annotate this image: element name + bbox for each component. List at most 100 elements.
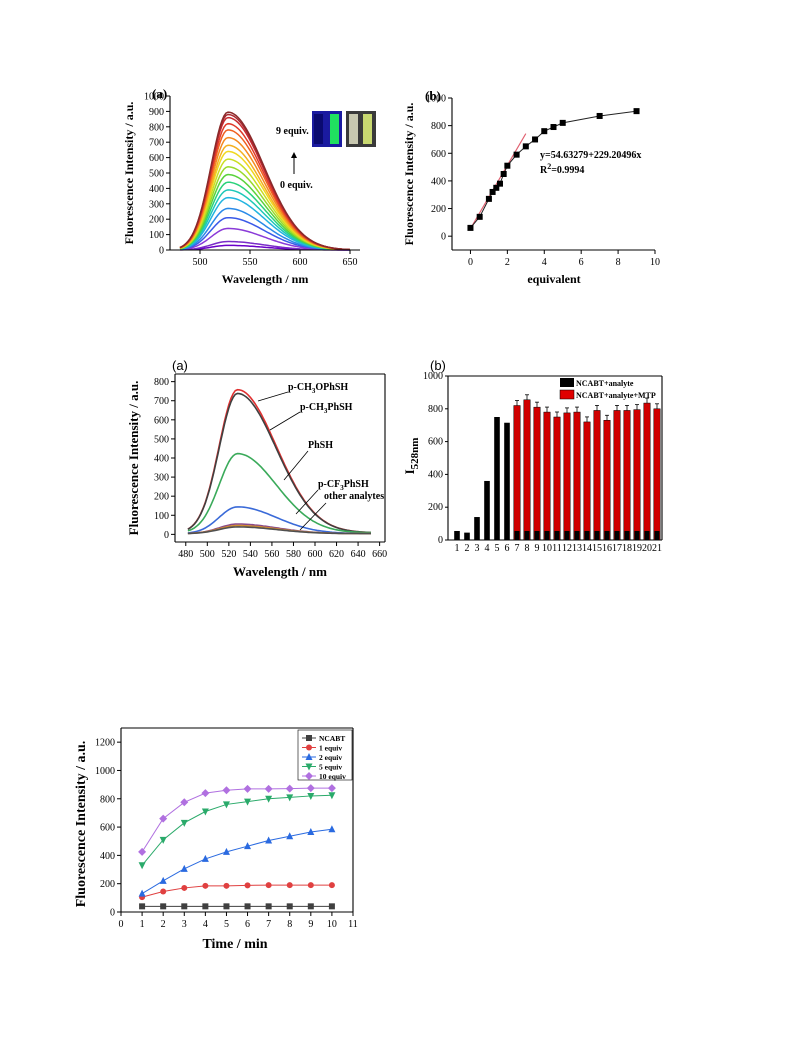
point-1-equiv-8 xyxy=(286,882,293,889)
fit-equation: y=54.63279+229.20496x xyxy=(540,150,641,161)
x-tick-1b-10: 10 xyxy=(650,257,660,268)
x-tick-2a-600: 600 xyxy=(308,549,323,560)
x-tick-1b-0: 0 xyxy=(468,257,473,268)
y-tick-1b-800: 800 xyxy=(431,121,446,132)
legend-entry-2-equiv: 2 equiv xyxy=(319,753,342,762)
x-tick-2a-540: 540 xyxy=(243,549,258,560)
annotation-9-equiv: 9 equiv. xyxy=(276,126,309,137)
line-2-equiv xyxy=(141,828,332,895)
x-tick-2b-9: 9 xyxy=(535,543,540,554)
series-label-p-ch3phsh: p-CH3PhSH xyxy=(269,402,353,431)
point-10-equiv-10 xyxy=(327,784,336,793)
spectrum-series-7 xyxy=(187,526,371,535)
y-tick-2b-0: 0 xyxy=(438,535,443,546)
panel-label-2a: (a) xyxy=(172,358,188,373)
point-ncabt-2 xyxy=(160,903,167,910)
y-tick-2a-700: 700 xyxy=(154,396,169,407)
point-1-equiv-10 xyxy=(328,882,335,889)
bar-mtp-7 xyxy=(513,405,521,541)
bar-mtp-12 xyxy=(563,412,571,541)
y-tick-1a-600: 600 xyxy=(149,153,164,164)
chart-fig2b: (b) 1 2 3 4 5 6 7 8 9 10 11 12 13 14 15 16 17 18 19 20 21 02… xyxy=(402,358,663,554)
y-tick-1a-100: 100 xyxy=(149,230,164,241)
spectrum-phsh xyxy=(187,452,371,534)
x-tick-2b-5: 5 xyxy=(495,543,500,554)
point-5-equiv-3 xyxy=(180,819,188,827)
point-1-equiv-5 xyxy=(223,882,230,889)
panel-label-2b: (b) xyxy=(430,358,446,373)
y-tick-3-1200: 1200 xyxy=(95,738,115,749)
data-point-11 xyxy=(532,136,539,143)
legend-entry-10-equiv: 10 equiv xyxy=(319,772,346,781)
x-tick-3-4: 4 xyxy=(203,919,208,930)
point-5-equiv-2 xyxy=(159,836,167,844)
x-tick-2b-15: 15 xyxy=(592,543,602,554)
chart-fig2a: (a) 480 500 520 540 560 580 600 620 640 660 0 100 2… xyxy=(126,358,387,579)
y-tick-1b-400: 400 xyxy=(431,176,446,187)
x-tick-2a-640: 640 xyxy=(351,549,366,560)
y-tick-3-800: 800 xyxy=(100,794,115,805)
x-tick-2b-16: 16 xyxy=(602,543,612,554)
x-tick-2a-620: 620 xyxy=(329,549,344,560)
bar-analyte-1 xyxy=(454,530,460,540)
bar-mtp-11 xyxy=(553,416,561,541)
y-tick-1a-400: 400 xyxy=(149,184,164,195)
data-point-12 xyxy=(541,128,548,135)
bar-analyte-16 xyxy=(604,530,610,540)
point-ncabt-1 xyxy=(139,903,146,910)
bar-analyte-13 xyxy=(574,530,580,540)
panel-label-1a: (a) xyxy=(152,86,167,101)
point-10-equiv-9 xyxy=(306,784,315,793)
chart-fig1b: (b) 0 2 4 6 8 10 0 200 400 600 800 1000 y=54.63279… xyxy=(402,88,660,286)
y-tick-3-1000: 1000 xyxy=(95,766,115,777)
x-tick-2b-10: 10 xyxy=(542,543,552,554)
bar-analyte-2 xyxy=(464,532,470,540)
y-tick-2a-400: 400 xyxy=(154,454,169,465)
spectra-curves xyxy=(179,111,351,251)
svg-text:PhSH: PhSH xyxy=(308,440,333,451)
x-tick-3-1: 1 xyxy=(140,919,145,930)
y-tick-3-400: 400 xyxy=(100,851,115,862)
legend-entry-ncabt-analyte: NCABT+analyte xyxy=(576,379,634,388)
point-ncabt-3 xyxy=(181,903,188,910)
x-tick-2b-19: 19 xyxy=(632,543,642,554)
bar-mtp-18 xyxy=(623,410,631,541)
bar-analyte-17 xyxy=(614,530,620,540)
point-1-equiv-4 xyxy=(202,882,209,889)
point-ncabt-9 xyxy=(307,903,314,910)
point-2-equiv-7 xyxy=(265,836,273,844)
point-10-equiv-8 xyxy=(285,784,294,793)
bar-analyte-9 xyxy=(534,530,540,540)
x-tick-1b-2: 2 xyxy=(505,257,510,268)
point-1-equiv-9 xyxy=(307,882,314,889)
bar-analyte-19 xyxy=(634,530,640,540)
point-5-equiv-5 xyxy=(222,801,230,809)
y-tick-3-600: 600 xyxy=(100,823,115,834)
y-tick-2a-800: 800 xyxy=(154,377,169,388)
bar-mtp-10 xyxy=(543,411,551,541)
bar-mtp-17 xyxy=(613,410,621,541)
bar-analyte-3 xyxy=(474,517,480,540)
data-point-9 xyxy=(513,151,520,158)
bar-mtp-8 xyxy=(523,399,531,541)
y-tick-2b-400: 400 xyxy=(428,469,443,480)
data-point-15 xyxy=(596,112,603,119)
x-axis-label-3: Time / min xyxy=(202,937,267,952)
y-tick-2b-200: 200 xyxy=(428,502,443,513)
x-tick-3-9: 9 xyxy=(308,919,313,930)
y-axis-label-2b: I528nm xyxy=(402,438,421,475)
legend-2b: NCABT+analyte NCABT+analyte+MTP xyxy=(559,378,656,400)
svg-text:other analytes: other analytes xyxy=(324,491,384,502)
cuvette-photo-inset xyxy=(312,111,376,147)
x-tick-2b-18: 18 xyxy=(622,543,632,554)
chart-fig3: 0 1 2 3 4 5 6 7 8 9 10 11 0 200 400 600 800 1000 1200 NCA… xyxy=(74,727,358,952)
point-2-equiv-6 xyxy=(244,842,252,850)
x-axis-label-1b: equivalent xyxy=(527,272,580,286)
annotation-0-equiv: 0 equiv. xyxy=(280,180,313,191)
point-ncabt-7 xyxy=(265,903,272,910)
x-tick-2b-14: 14 xyxy=(582,543,592,554)
x-axis-label-1a: Wavelength / nm xyxy=(222,272,309,286)
x-tick-3-7: 7 xyxy=(266,919,271,930)
point-5-equiv-9 xyxy=(307,792,315,800)
x-tick-2b-2: 2 xyxy=(465,543,470,554)
